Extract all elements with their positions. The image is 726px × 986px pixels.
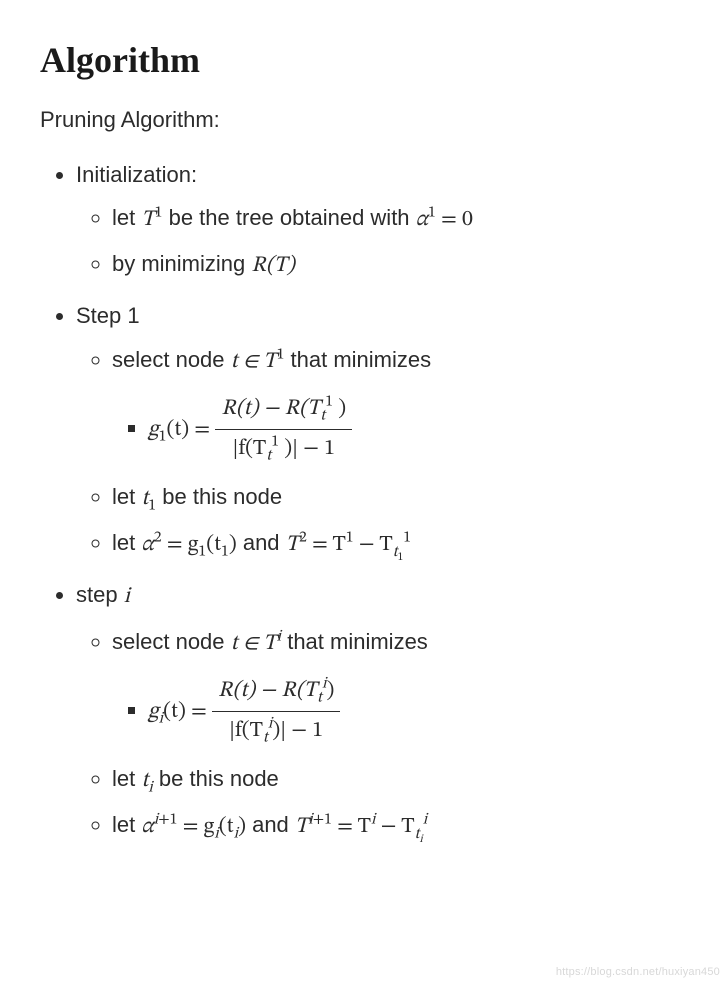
stepi-c: let ti be this node [112, 761, 686, 799]
fraction-g1: R(t) − R(Tt1 ) |f(Tt1 )| − 1 [215, 392, 352, 467]
step1-c: let t1 be this node [112, 479, 686, 517]
text: be the tree obtained with [162, 205, 415, 230]
stepi-sublist: select node t ∈ Ti that minimizes gi(t) … [76, 624, 686, 846]
math-alpha-ip1: αi+1 = gi(ti) [141, 816, 246, 838]
stepi-d: let αi+1 = gi(ti) and Ti+1 = Ti − Ttii [112, 807, 686, 845]
text: be this node [156, 484, 282, 509]
text: step [76, 582, 124, 607]
math-t-in-T1: t ∈ T1 [231, 351, 285, 373]
math-RT: R(T) [251, 255, 294, 277]
text: and [237, 530, 286, 555]
text: that minimizes [281, 629, 428, 654]
step1-d: let α2 = g1(t1) and T2 = T1 − Tt11 [112, 525, 686, 563]
text: let [112, 205, 141, 230]
item-stepi: step i select node t ∈ Ti that minimizes… [76, 577, 686, 845]
text: let [112, 484, 141, 509]
math-alpha2: α2 = g1(t1) [141, 534, 236, 556]
init-b: by minimizing R(T) [112, 246, 686, 284]
math-T2: T2 = T1 − Tt11 [286, 534, 411, 556]
text: by minimizing [112, 251, 251, 276]
watermark: https://blog.csdn.net/huxiyan450 [556, 964, 720, 982]
stepi-formula-list: gi(t) = R(t) − R(Tti) |f(Tti)| − 1 [112, 674, 686, 749]
item-step1: Step 1 select node t ∈ T1 that minimizes… [76, 298, 686, 563]
text: let [112, 530, 141, 555]
subtitle: Pruning Algorithm: [40, 102, 686, 137]
stepi-formula: gi(t) = R(t) − R(Tti) |f(Tti)| − 1 [148, 674, 686, 749]
math-alpha1-eq-0: α1 = 0 [416, 209, 473, 231]
math-t1: t1 [141, 488, 156, 510]
stepi-a: select node t ∈ Ti that minimizes gi(t) … [112, 624, 686, 750]
step1-formula-list: g1(t) = R(t) − R(Tt1 ) |f(Tt1 )| − 1 [112, 392, 686, 467]
text: be this node [153, 766, 279, 791]
init-a: let T1 be the tree obtained with α1 = 0 [112, 200, 686, 238]
init-label: Initialization: [76, 162, 197, 187]
math-Tip1: Ti+1 = Ti − Ttii [295, 816, 427, 838]
text: that minimizes [284, 347, 431, 372]
math-git: gi(t) = R(t) − R(Tti) |f(Tti)| − 1 [148, 701, 340, 723]
step1-sublist: select node t ∈ T1 that minimizes g1(t) … [76, 342, 686, 564]
text: let [112, 812, 141, 837]
item-initialization: Initialization: let T1 be the tree obtai… [76, 157, 686, 285]
text: and [246, 812, 295, 837]
text: let [112, 766, 141, 791]
step1-formula: g1(t) = R(t) − R(Tt1 ) |f(Tt1 )| − 1 [148, 392, 686, 467]
text: select node [112, 347, 231, 372]
text: select node [112, 629, 231, 654]
outer-list: Initialization: let T1 be the tree obtai… [40, 157, 686, 846]
fraction-gi: R(t) − R(Tti) |f(Tti)| − 1 [212, 674, 340, 749]
math-i: i [124, 586, 130, 608]
section-heading: Algorithm [40, 32, 686, 90]
step1-a: select node t ∈ T1 that minimizes g1(t) … [112, 342, 686, 468]
init-sublist: let T1 be the tree obtained with α1 = 0 … [76, 200, 686, 284]
math-T1: T1 [141, 209, 162, 231]
math-g1t: g1(t) = R(t) − R(Tt1 ) |f(Tt1 )| − 1 [148, 419, 352, 441]
step1-label: Step 1 [76, 303, 140, 328]
math-ti: ti [141, 770, 152, 792]
math-t-in-Ti: t ∈ Ti [231, 633, 281, 655]
